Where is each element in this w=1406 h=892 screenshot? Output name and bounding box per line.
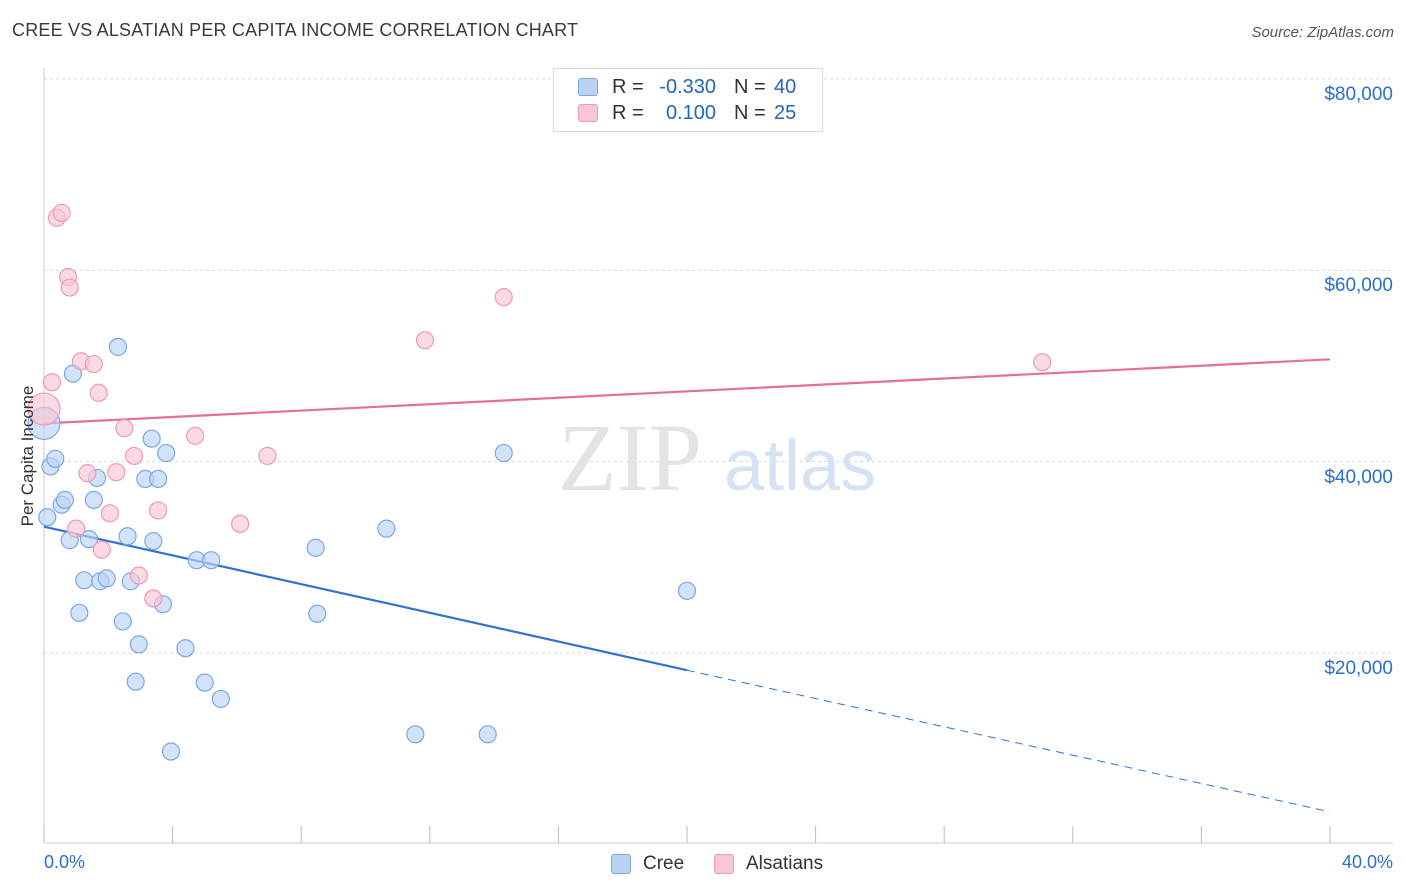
- trend-lines: [43, 358, 1331, 813]
- alsatian-legend-swatch: [714, 854, 734, 874]
- cree-point: [142, 429, 161, 448]
- stats-legend: R = -0.330 N = 40 R = 0.100 N = 25: [553, 68, 823, 132]
- cree-point: [144, 531, 163, 551]
- chart-title: CREE VS ALSATIAN PER CAPITA INCOME CORRE…: [12, 20, 579, 40]
- alsatian-swatch: [578, 104, 598, 122]
- cree-point: [478, 725, 497, 744]
- watermark-atlas: atlas: [724, 426, 876, 506]
- cree-swatch: [578, 78, 598, 96]
- cree-trend-line: [43, 525, 688, 672]
- alsatian-point: [1033, 353, 1052, 372]
- cree-point: [161, 742, 181, 761]
- y-tick-label: $80,000: [1324, 84, 1393, 105]
- cree-point: [97, 569, 116, 588]
- alsatian-point: [149, 501, 168, 520]
- alsatian-point: [89, 383, 108, 402]
- alsatian-trend-line: [43, 358, 1331, 425]
- cree-r-label: R =: [612, 75, 644, 98]
- legend-row-alsatian: R = 0.100 N = 25: [578, 101, 796, 125]
- cree-point: [118, 527, 137, 546]
- alsatian-point: [52, 203, 71, 223]
- source-label: Source: ZipAtlas.com: [1251, 24, 1394, 41]
- y-tick-label: $60,000: [1324, 275, 1393, 297]
- alsatian-point: [78, 464, 97, 483]
- alsatian-legend-label: Alsatians: [746, 853, 824, 874]
- cree-point: [377, 519, 396, 538]
- cree-point: [677, 581, 697, 600]
- alsatian-point: [60, 278, 79, 297]
- alsatian-point: [129, 566, 148, 585]
- alsatian-point: [144, 589, 163, 608]
- alsatian-point: [115, 419, 134, 438]
- cree-n-value: 40: [774, 75, 797, 98]
- alsatian-r-label: R =: [612, 101, 644, 124]
- alsatian-point: [27, 392, 61, 426]
- alsatian-point: [231, 514, 250, 533]
- alsatian-point: [415, 331, 435, 350]
- cree-point: [202, 551, 221, 570]
- cree-point: [84, 490, 103, 510]
- cree-point: [113, 612, 132, 631]
- alsatian-point: [84, 354, 103, 374]
- cree-point: [79, 530, 99, 549]
- cree-point: [406, 725, 425, 744]
- x-tick-label-min: 0.0%: [44, 852, 86, 872]
- alsatian-point: [124, 446, 144, 466]
- watermark-zip: ZIP: [558, 404, 702, 511]
- alsatian-point: [186, 426, 205, 445]
- alsatian-point: [258, 446, 277, 466]
- cree-legend-label: Cree: [643, 853, 685, 874]
- cree-r-value: -0.330: [659, 75, 716, 98]
- cree-point: [55, 490, 74, 510]
- cree-point: [494, 443, 513, 463]
- y-tick-label: $20,000: [1324, 658, 1393, 679]
- cree-point: [70, 603, 89, 622]
- alsatian-point: [100, 504, 120, 523]
- cree-trend-extension: [686, 669, 1331, 813]
- cree-point: [108, 337, 128, 356]
- cree-point: [157, 443, 176, 463]
- alsatian-point: [42, 373, 62, 392]
- cree-point: [126, 672, 145, 691]
- alsatian-point: [67, 519, 86, 538]
- cree-point: [308, 604, 327, 623]
- legend-item-alsatians[interactable]: Alsatians: [714, 852, 823, 876]
- alsatian-point: [494, 288, 513, 307]
- cree-point: [306, 538, 325, 557]
- cree-point: [129, 635, 148, 654]
- y-tick-label: $40,000: [1324, 466, 1393, 488]
- cree-point: [176, 639, 195, 658]
- alsatian-n-value: 25: [774, 101, 797, 124]
- x-tick-label-max: 40.0%: [1341, 852, 1393, 872]
- y-axis-label: Per Capita Income: [18, 385, 37, 527]
- legend-item-cree[interactable]: Cree: [611, 852, 684, 876]
- alsatian-point: [92, 540, 111, 559]
- cree-point: [211, 689, 230, 709]
- cree-point: [46, 449, 65, 468]
- cree-n-label: N =: [734, 75, 766, 98]
- cree-point: [38, 508, 57, 527]
- cree-point: [75, 571, 94, 590]
- watermark: ZIP atlas: [558, 404, 876, 511]
- cree-point: [149, 469, 168, 488]
- legend-row-cree: R = -0.330 N = 40: [578, 75, 796, 99]
- data-points: [27, 203, 1052, 761]
- cree-point: [195, 673, 214, 692]
- cree-legend-swatch: [611, 854, 631, 874]
- alsatian-n-label: N =: [734, 101, 766, 124]
- alsatian-r-value: 0.100: [665, 101, 716, 124]
- axes: [43, 68, 1393, 844]
- alsatian-point: [107, 463, 126, 482]
